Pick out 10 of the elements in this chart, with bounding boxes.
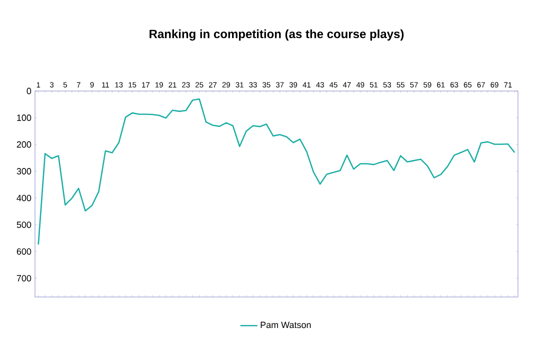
y-tick-label: 600 [16, 248, 32, 255]
y-tick-label: 0 [26, 88, 32, 94]
y-tick-label: 200 [16, 141, 32, 148]
y-tick-label: 100 [17, 114, 32, 121]
legend-label: Pam Watson [260, 322, 311, 328]
y-tick-label: 400 [16, 194, 32, 202]
y-tick-label: 500 [16, 222, 32, 228]
y-tick-label: 300 [16, 168, 32, 174]
y-tick-label: 700 [16, 275, 32, 282]
chart-title: Ranking in competition (as the course plays) [150, 29, 404, 41]
